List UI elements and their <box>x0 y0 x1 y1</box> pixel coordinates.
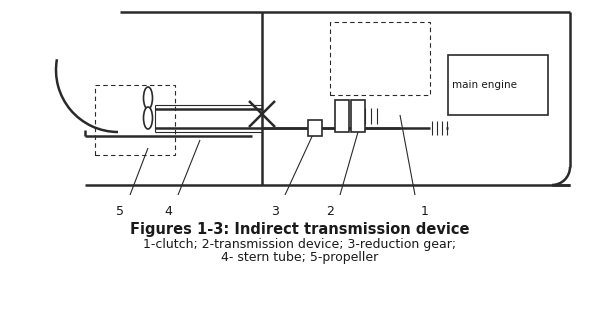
Ellipse shape <box>143 107 152 129</box>
Text: 4: 4 <box>164 205 172 218</box>
Text: 3: 3 <box>271 205 279 218</box>
Ellipse shape <box>143 87 152 109</box>
Text: 1-clutch; 2-transmission device; 3-reduction gear;: 1-clutch; 2-transmission device; 3-reduc… <box>143 238 457 251</box>
Bar <box>95 85 175 155</box>
Bar <box>330 22 430 95</box>
Text: 4- stern tube; 5-propeller: 4- stern tube; 5-propeller <box>221 251 379 264</box>
Text: 2: 2 <box>326 205 334 218</box>
Text: main engine: main engine <box>452 80 517 90</box>
Text: Figures 1-3: Indirect transmission device: Figures 1-3: Indirect transmission devic… <box>130 222 470 237</box>
Text: 1: 1 <box>421 205 429 218</box>
Text: 5: 5 <box>116 205 124 218</box>
Bar <box>308 120 322 136</box>
Bar <box>335 100 349 132</box>
Bar <box>351 100 365 132</box>
Bar <box>448 55 548 115</box>
